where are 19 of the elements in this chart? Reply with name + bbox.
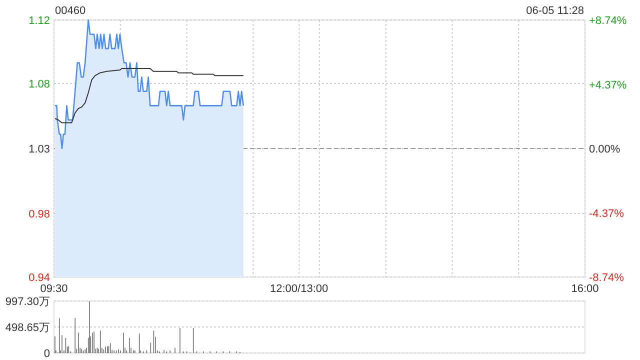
y2-tick-label: 0.00%: [589, 144, 620, 156]
chart-title: 00460: [55, 5, 86, 17]
y-tick-label: 0: [44, 348, 50, 360]
y2-tick-label: -4.37%: [589, 208, 624, 220]
y-tick-label: 1.03: [28, 144, 50, 156]
y-tick-label: 0.98: [28, 208, 50, 220]
y-tick-label: 997.30万: [5, 296, 50, 308]
y-tick-label: 1.12: [28, 15, 50, 27]
x-tick-label: 12:00/13:00: [270, 283, 328, 295]
y-tick-label: 0.94: [28, 272, 50, 284]
y2-tick-label: +8.74%: [589, 15, 627, 27]
y-tick-label: 1.08: [28, 78, 50, 91]
y-tick-label: 498.65万: [5, 322, 50, 334]
y2-tick-label: -8.74%: [589, 272, 624, 284]
chart-subtitle: 06-05 11:28: [526, 5, 584, 17]
line-series: [54, 68, 244, 124]
x-tick-label: 09:30: [40, 283, 68, 295]
x-tick-label: 16:00: [571, 283, 599, 295]
y2-tick-label: +4.37%: [589, 79, 627, 92]
